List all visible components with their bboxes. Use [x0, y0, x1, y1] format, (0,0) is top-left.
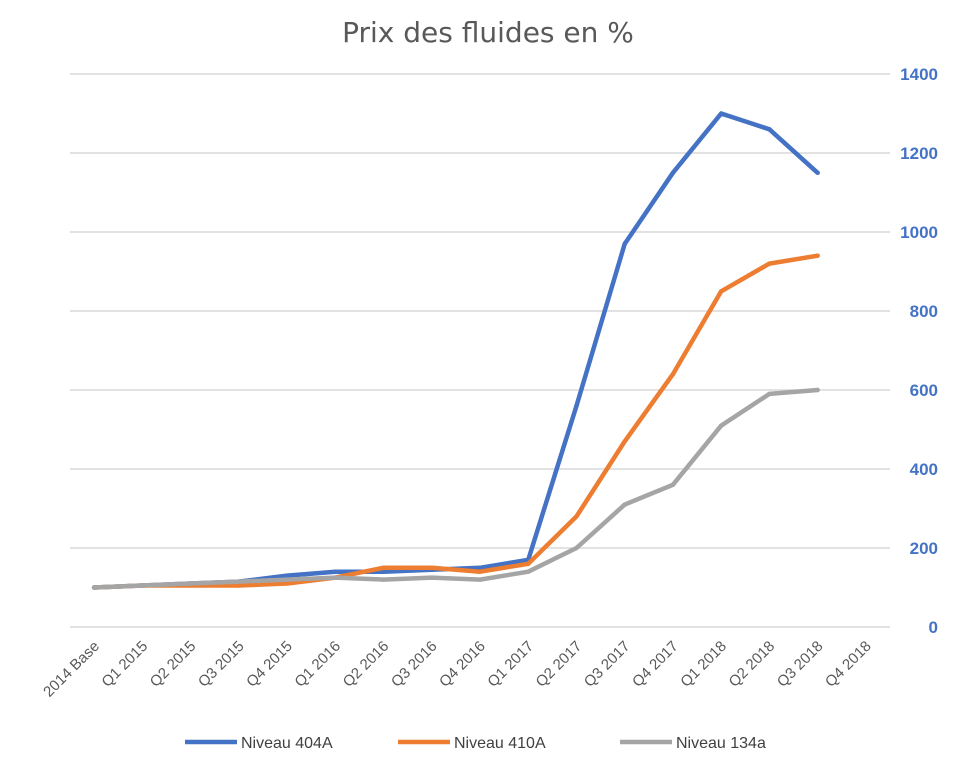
data-point	[622, 241, 627, 247]
data-point	[670, 482, 676, 487]
data-point	[767, 391, 772, 397]
data-point	[574, 514, 579, 519]
data-point	[140, 583, 145, 588]
chart-title: Prix des fluides en %	[342, 16, 634, 49]
data-point	[381, 577, 386, 582]
data-point	[284, 581, 290, 586]
x-tick-label: Q4 2017	[629, 638, 682, 691]
legend: Niveau 404A Niveau 410A Niveau 134a	[185, 735, 766, 752]
series-line-0	[91, 111, 820, 590]
x-tick-label: Q1 2018	[677, 638, 730, 691]
series-line-1	[91, 253, 820, 590]
y-tick-label: 0	[929, 618, 938, 637]
data-point	[670, 372, 676, 377]
data-point	[526, 561, 531, 566]
series-lines	[91, 111, 820, 590]
x-tick-label: Q3 2016	[388, 638, 441, 691]
data-point	[767, 261, 772, 266]
x-tick-label: Q1 2016	[291, 638, 344, 691]
data-point	[381, 565, 386, 570]
data-point	[236, 583, 242, 588]
series-line-2	[91, 387, 820, 590]
y-tick-label: 1400	[900, 65, 938, 84]
x-tick-label: Q3 2017	[581, 638, 634, 691]
y-tick-label: 400	[910, 460, 938, 479]
data-point	[622, 502, 627, 507]
legend-label: Niveau 134a	[676, 735, 766, 752]
data-point	[236, 579, 242, 584]
data-point	[815, 387, 820, 393]
data-point	[526, 569, 531, 574]
legend-label: Niveau 410A	[454, 735, 546, 752]
x-tick-label: Q3 2015	[195, 638, 248, 691]
y-tick-label: 800	[910, 302, 938, 321]
gridlines	[70, 73, 890, 628]
data-point	[718, 423, 724, 428]
data-point	[767, 127, 772, 132]
data-point	[429, 565, 434, 570]
x-tick-label: Q2 2017	[533, 638, 586, 691]
y-tick-label: 600	[910, 381, 938, 400]
data-point	[477, 565, 483, 570]
data-point	[815, 253, 820, 258]
x-tick-label: Q2 2015	[147, 638, 200, 691]
y-tick-label: 1000	[900, 223, 938, 242]
y-tick-label: 200	[910, 539, 938, 558]
y-axis-ticks: 0 200 400 600 800 1000 1200 1400	[900, 65, 938, 637]
data-point	[381, 569, 386, 574]
x-tick-label: Q1 2017	[484, 638, 537, 691]
legend-label: Niveau 404A	[241, 735, 333, 752]
data-point	[574, 545, 579, 551]
x-tick-label: 2014 Base	[40, 638, 103, 701]
data-point	[188, 581, 193, 586]
x-tick-label: Q2 2016	[340, 638, 393, 691]
data-point	[574, 403, 579, 408]
x-tick-label: Q2 2018	[726, 638, 779, 691]
x-tick-label: Q4 2018	[822, 638, 875, 691]
data-point	[284, 577, 290, 582]
data-point	[429, 575, 434, 580]
data-point	[718, 289, 724, 294]
data-point	[91, 585, 97, 590]
data-point	[718, 111, 724, 116]
data-point	[670, 170, 676, 175]
x-tick-label: Q4 2015	[243, 638, 296, 691]
x-tick-label: Q4 2016	[436, 638, 489, 691]
data-point	[333, 569, 338, 574]
y-tick-label: 1200	[900, 144, 938, 163]
data-point	[622, 439, 627, 444]
data-point	[333, 575, 338, 580]
x-tick-label: Q3 2018	[774, 638, 827, 691]
data-point	[815, 170, 820, 175]
data-point	[477, 577, 483, 582]
data-point	[477, 569, 483, 574]
x-tick-label: Q1 2015	[98, 638, 151, 691]
data-point	[284, 573, 290, 578]
